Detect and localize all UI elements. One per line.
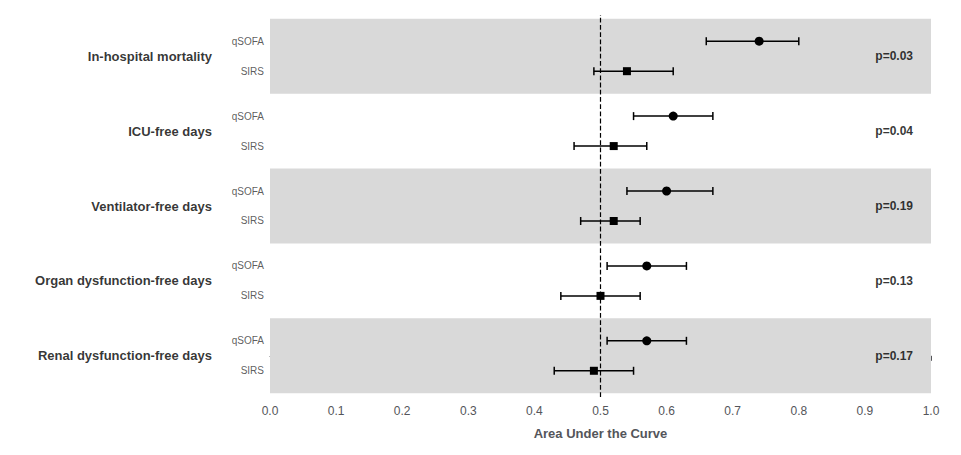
svg-text:0.5: 0.5 [592, 404, 609, 418]
svg-text:qSOFA: qSOFA [232, 111, 265, 122]
svg-text:qSOFA: qSOFA [232, 335, 265, 346]
svg-text:SIRS: SIRS [241, 290, 265, 301]
svg-text:p=0.13: p=0.13 [875, 274, 913, 288]
svg-text:In-hospital mortality: In-hospital mortality [88, 49, 213, 64]
svg-text:p=0.17: p=0.17 [875, 349, 913, 363]
svg-text:0.1: 0.1 [328, 404, 345, 418]
svg-text:p=0.03: p=0.03 [875, 49, 913, 63]
svg-text:0.6: 0.6 [658, 404, 675, 418]
svg-text:Renal dysfunction-free days: Renal dysfunction-free days [38, 348, 212, 363]
svg-text:0.2: 0.2 [394, 404, 411, 418]
svg-text:Organ dysfunction-free days: Organ dysfunction-free days [35, 273, 212, 288]
svg-text:1.0: 1.0 [923, 404, 940, 418]
svg-text:SIRS: SIRS [241, 66, 265, 77]
svg-text:0.8: 0.8 [790, 404, 807, 418]
svg-text:qSOFA: qSOFA [232, 36, 265, 47]
svg-text:Ventilator-free days: Ventilator-free days [91, 199, 212, 214]
svg-text:ICU-free days: ICU-free days [128, 124, 212, 139]
svg-text:0.4: 0.4 [526, 404, 543, 418]
svg-text:0.9: 0.9 [857, 404, 874, 418]
svg-text:p=0.19: p=0.19 [875, 199, 913, 213]
svg-text:SIRS: SIRS [241, 215, 265, 226]
svg-text:Area Under the Curve: Area Under the Curve [534, 426, 668, 441]
svg-text:p=0.04: p=0.04 [875, 124, 913, 138]
svg-text:SIRS: SIRS [241, 141, 265, 152]
svg-text:qSOFA: qSOFA [232, 186, 265, 197]
svg-text:qSOFA: qSOFA [232, 260, 265, 271]
svg-text:SIRS: SIRS [241, 365, 265, 376]
svg-text:0.3: 0.3 [460, 404, 477, 418]
svg-text:0.7: 0.7 [724, 404, 741, 418]
svg-text:0.0: 0.0 [262, 404, 279, 418]
